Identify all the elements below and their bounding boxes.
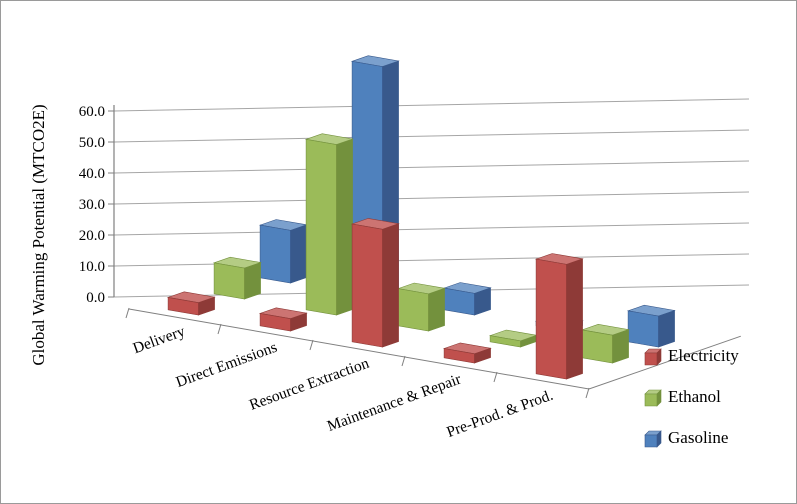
legend-entry-electricity: Electricity	[643, 343, 739, 369]
bar-side-face	[428, 287, 445, 332]
legend-cube-face	[644, 352, 658, 366]
bar-side-face	[244, 262, 261, 300]
bar-electricity-maintenance-repair	[442, 342, 492, 364]
bar-side-face	[658, 310, 675, 348]
y-tick-label-20: 20.0	[79, 228, 105, 244]
bar-gasoline-resource-extraction	[442, 282, 492, 316]
bar-front-face	[489, 335, 521, 348]
legend-marker-electricity	[644, 348, 662, 366]
x-category-label-pre-prod-prod: Pre-Prod. & Prod.	[444, 387, 555, 441]
legend-cube-face	[644, 393, 658, 407]
y-tick-label-30: 30.0	[79, 197, 105, 213]
legend-label-electricity: Electricity	[668, 346, 739, 365]
legend-cube-face	[644, 434, 658, 448]
bar-front-face	[259, 313, 291, 332]
bar-gasoline-pre-prod-prod	[626, 304, 676, 348]
bar-gasoline-delivery	[258, 219, 308, 284]
bar-front-face	[443, 348, 475, 364]
gridline-20	[113, 222, 750, 236]
gridline-10	[113, 253, 750, 267]
x-category-label-delivery: Delivery	[131, 323, 188, 358]
legend-label-gasoline: Gasoline	[668, 428, 729, 447]
bar-front-face	[581, 329, 613, 364]
gridline-50	[113, 129, 750, 143]
bar-ethanol-direct-emissions	[304, 133, 354, 316]
bar-electricity-direct-emissions	[258, 307, 308, 332]
x-tick-5	[585, 387, 590, 399]
bar-electricity-delivery	[166, 291, 216, 316]
x-category-label-resource-extraction: Resource Extraction	[247, 355, 372, 414]
gridline-40	[113, 160, 750, 174]
bar-front-face	[167, 297, 199, 316]
legend-entry-ethanol: Ethanol	[643, 384, 739, 410]
x-tick-2	[309, 339, 314, 351]
y-axis-title: Global Warming Potential (MTCO2E)	[29, 104, 48, 366]
x-tick-1	[217, 323, 222, 335]
bar-side-face	[566, 258, 583, 380]
y-tick-label-60: 60.0	[79, 104, 105, 120]
bar-front-face	[397, 288, 429, 332]
bar-front-face	[627, 310, 659, 348]
x-category-label-direct-emissions: Direct Emissions	[174, 339, 280, 391]
bar-front-face	[259, 224, 291, 284]
bar-ethanol-maintenance-repair	[488, 329, 538, 348]
bar-electricity-resource-extraction	[350, 218, 400, 348]
legend-label-ethanol: Ethanol	[668, 387, 721, 406]
gridline-30	[113, 191, 750, 205]
bar-front-face	[351, 223, 383, 348]
bar-side-face	[290, 224, 307, 284]
legend-marker-gasoline	[644, 430, 662, 448]
y-tick-label-50: 50.0	[79, 135, 105, 151]
y-tick-label-40: 40.0	[79, 166, 105, 182]
bar-electricity-pre-prod-prod	[534, 253, 584, 380]
bar-front-face	[535, 258, 567, 380]
y-tick-label-10: 10.0	[79, 259, 105, 275]
bar-side-face	[382, 223, 399, 348]
legend-entry-gasoline: Gasoline	[643, 425, 739, 451]
x-category-label-maintenance-repair: Maintenance & Repair	[325, 370, 464, 435]
gridline-60	[113, 98, 750, 112]
bar-side-face	[336, 138, 353, 316]
legend-marker-ethanol	[644, 389, 662, 407]
bar-ethanol-resource-extraction	[396, 282, 446, 332]
y-tick-label-0: 0.0	[86, 290, 105, 306]
legend: Electricity Ethanol Gasoline	[643, 343, 739, 451]
bar-front-face	[213, 262, 245, 300]
x-tick-3	[401, 355, 406, 367]
x-tick-0	[125, 307, 130, 319]
bar-ethanol-pre-prod-prod	[580, 323, 630, 364]
bar-ethanol-delivery	[212, 256, 262, 300]
bar-front-face	[305, 138, 337, 316]
x-tick-4	[493, 371, 498, 383]
